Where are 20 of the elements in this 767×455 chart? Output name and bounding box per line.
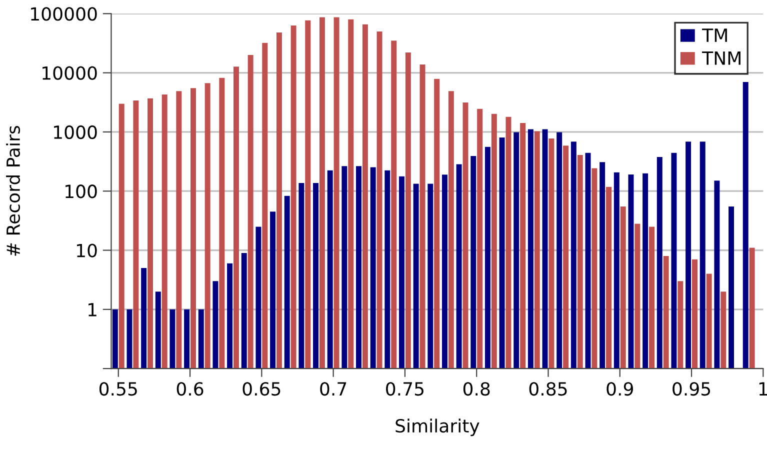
y-tick-label: 100000 — [31, 7, 97, 21]
x-tick-label: 0.6 — [176, 382, 204, 396]
x-tick-label: 0.85 — [529, 382, 567, 396]
x-tick-label: 0.95 — [672, 382, 710, 396]
y-axis-title: # Record Pairs — [6, 126, 20, 256]
x-axis-title: Similarity — [396, 418, 480, 436]
legend-label: TNM — [702, 52, 740, 65]
x-tick-label: 0.8 — [463, 382, 490, 396]
y-tick-label: 10000 — [42, 66, 97, 80]
y-tick-label: 1 — [88, 303, 96, 316]
legend-label: TM — [702, 28, 727, 42]
x-tick-label: 1 — [759, 382, 767, 396]
x-tick-label: 0.65 — [242, 382, 280, 396]
y-tick-label: 1000 — [54, 125, 97, 140]
x-tick-label: 0.7 — [320, 382, 346, 396]
y-tick-label: 100 — [66, 184, 97, 198]
x-tick-label: 0.75 — [386, 382, 424, 396]
x-tick-label: 0.55 — [99, 382, 137, 396]
y-tick-label: 10 — [77, 244, 97, 258]
x-tick-label: 0.9 — [606, 382, 633, 396]
